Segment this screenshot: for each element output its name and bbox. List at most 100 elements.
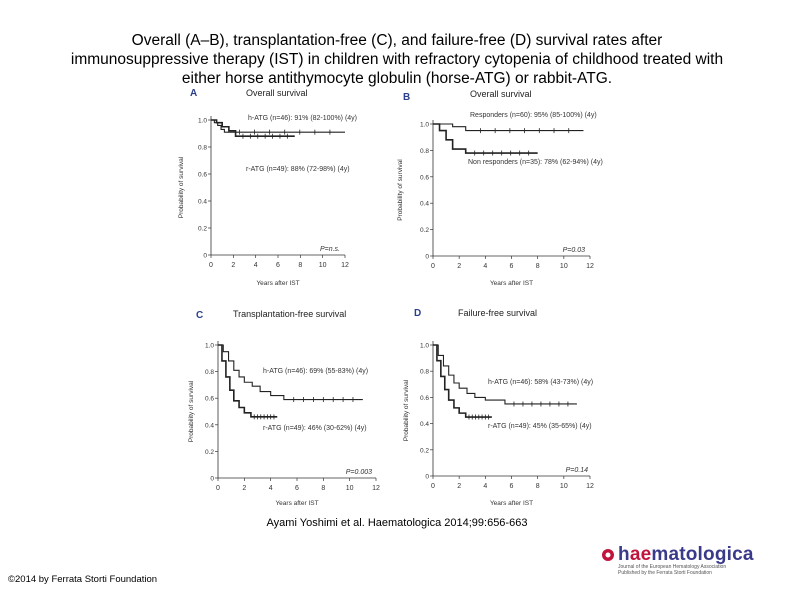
y-tick-label: 0.6 <box>420 395 429 402</box>
x-tick-label: 4 <box>269 485 273 492</box>
x-tick-label: 8 <box>536 263 540 270</box>
series-1-curve <box>218 344 363 401</box>
x-tick-label: 0 <box>216 485 220 492</box>
logo-word-ae: ae <box>629 544 652 565</box>
panel-title: Overall survival <box>246 88 308 98</box>
y-tick-label: 0 <box>203 253 207 260</box>
y-axis-label: Probability of survival <box>178 156 185 218</box>
series-2-label: Non responders (n=35): 78% (62-94%) (4y) <box>468 159 603 166</box>
x-tick-label: 4 <box>483 263 487 270</box>
y-tick-label: 0.6 <box>420 174 429 181</box>
x-axis-label: Years after IST <box>256 280 299 287</box>
logo-wordmark: haematologica <box>618 544 754 566</box>
x-axis-label: Years after IST <box>490 280 533 287</box>
x-tick-label: 10 <box>346 485 354 492</box>
y-tick-label: 0.4 <box>420 421 429 428</box>
logo-word-rest: matologica <box>651 544 754 565</box>
x-tick-label: 2 <box>457 263 461 270</box>
y-tick-label: 0.4 <box>420 201 429 208</box>
y-tick-label: 0.2 <box>420 227 429 234</box>
y-axis-label: Probability of survival <box>403 379 410 441</box>
x-tick-label: 12 <box>586 263 594 270</box>
x-tick-label: 6 <box>510 483 514 490</box>
title-line-1: Overall (A–B), transplantation-free (C),… <box>131 32 663 49</box>
y-tick-label: 0 <box>425 474 429 481</box>
logo-word-prefix: h <box>618 544 630 565</box>
logo-subtitle: Journal of the European Hematology Assoc… <box>618 564 778 576</box>
series-1-label: h-ATG (n=46): 58% (43-73%) (4y) <box>488 379 593 386</box>
panel-letter: A <box>190 88 197 99</box>
x-tick-label: 12 <box>341 262 349 269</box>
y-tick-label: 0.8 <box>198 145 207 152</box>
x-tick-label: 0 <box>431 263 435 270</box>
x-tick-label: 0 <box>209 262 213 269</box>
y-tick-label: 0.2 <box>205 449 214 456</box>
panel-d: D Failure-free survival 0 2 4 6 8 10 12 0 0.2 0.4 0.… <box>403 308 594 507</box>
series-2-label: r-ATG (n=49): 46% (30-62%) (4y) <box>263 425 367 432</box>
y-tick-label: 0.2 <box>198 226 207 233</box>
y-tick-label: 0 <box>210 476 214 483</box>
series-1-curve <box>433 344 577 405</box>
x-axis-label: Years after IST <box>490 500 533 507</box>
y-tick-label: 0.8 <box>420 369 429 376</box>
series-1-curve <box>211 119 345 133</box>
x-axis-label: Years after IST <box>275 500 318 507</box>
y-tick-label: 0.8 <box>420 148 429 155</box>
panel-title: Failure-free survival <box>458 308 537 318</box>
x-tick-label: 0 <box>431 483 435 490</box>
x-tick-label: 8 <box>321 485 325 492</box>
x-tick-label: 12 <box>372 485 380 492</box>
title-line-3: either horse antithymocyte globulin (hor… <box>181 70 613 87</box>
x-tick-label: 8 <box>298 262 302 269</box>
x-tick-label: 12 <box>586 483 594 490</box>
title-line-2: immunosuppressive therapy (IST) in child… <box>70 51 724 68</box>
x-tick-label: 10 <box>560 263 568 270</box>
series-1-label: h-ATG (n=46): 91% (82-100%) (4y) <box>248 115 357 122</box>
series-1-curve <box>433 123 584 132</box>
x-tick-label: 2 <box>242 485 246 492</box>
x-tick-label: 6 <box>510 263 514 270</box>
p-value: P=0.003 <box>346 469 372 476</box>
y-axis-label: Probability of survival <box>188 380 195 442</box>
y-tick-label: 1.0 <box>198 118 207 125</box>
logo-mark-icon <box>602 549 614 561</box>
x-tick-label: 2 <box>457 483 461 490</box>
x-tick-label: 6 <box>276 262 280 269</box>
panel-title: Overall survival <box>470 89 532 99</box>
p-value: P=n.s. <box>320 246 340 253</box>
panel-title: Transplantation-free survival <box>233 309 346 319</box>
x-tick-label: 10 <box>319 262 327 269</box>
p-value: P=0.14 <box>566 467 588 474</box>
y-tick-label: 0.6 <box>205 396 214 403</box>
series-2-label: r-ATG (n=49): 88% (72-98%) (4y) <box>246 166 350 173</box>
citation: Ayami Yoshimi et al. Haematologica 2014;… <box>266 517 528 529</box>
series-2-label: r-ATG (n=49): 45% (35-65%) (4y) <box>488 423 592 430</box>
y-tick-label: 0.6 <box>198 172 207 179</box>
y-tick-label: 0.4 <box>198 199 207 206</box>
panel-c: C Transplantation-free survival 0 2 4 6 8 10 12 0… <box>188 309 380 507</box>
figure-title: Overall (A–B), transplantation-free (C),… <box>10 31 784 88</box>
series-2-curve <box>218 344 278 418</box>
haematologica-logo: haematologica Journal of the European He… <box>600 544 780 578</box>
x-tick-label: 10 <box>560 483 568 490</box>
panel-letter: D <box>414 308 421 319</box>
panel-letter: C <box>196 310 203 321</box>
y-tick-label: 1.0 <box>420 343 429 350</box>
y-tick-label: 0 <box>425 254 429 261</box>
series-1-label: Responders (n=60): 95% (85-100%) (4y) <box>470 112 597 119</box>
p-value: P=0.03 <box>563 247 585 254</box>
y-tick-label: 0.4 <box>205 422 214 429</box>
panel-a: A Overall survival 0 2 4 6 8 10 12 0 0.2 0.4 0.6 0.8 1… <box>178 88 357 287</box>
y-tick-label: 1.0 <box>420 122 429 129</box>
series-1-label: h-ATG (n=46): 69% (55-83%) (4y) <box>263 368 368 375</box>
logo-sub-2: Published by the Ferrata Storti Foundati… <box>618 570 712 576</box>
y-tick-label: 0.2 <box>420 447 429 454</box>
y-tick-label: 0.8 <box>205 369 214 376</box>
panel-b: B Overall survival 0 2 4 6 8 10 12 0 0.2 0.4 0.6 0.8 1… <box>397 89 603 287</box>
copyright: ©2014 by Ferrata Storti Foundation <box>8 574 158 585</box>
y-tick-label: 1.0 <box>205 343 214 350</box>
series-2-curve <box>211 119 295 137</box>
logo-sub-1: Journal of the European Hematology Assoc… <box>618 564 727 570</box>
series-2-curve <box>433 344 492 418</box>
